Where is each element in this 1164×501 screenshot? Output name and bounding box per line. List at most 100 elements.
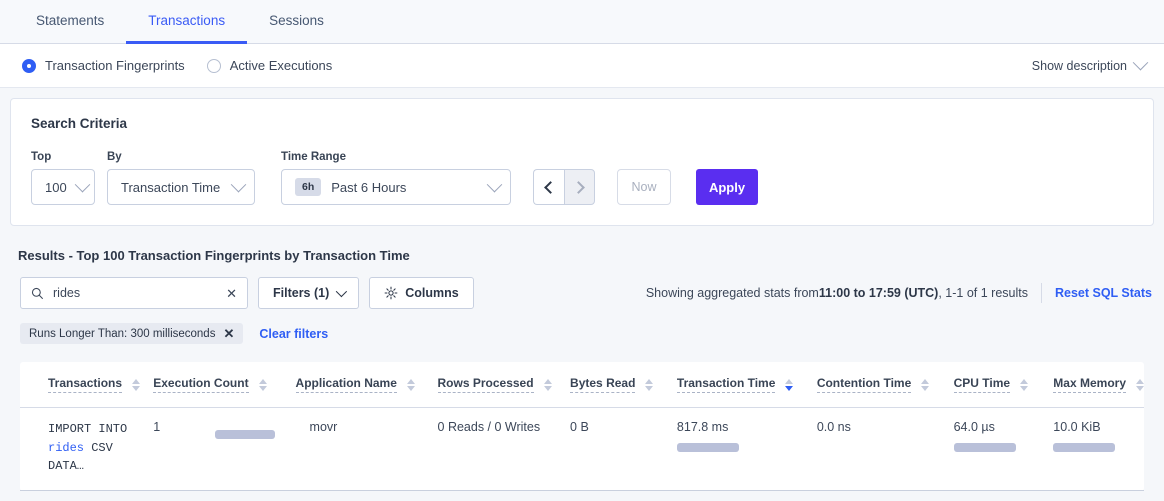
tab-sessions-label: Sessions — [269, 13, 324, 28]
active-filters-row: Runs Longer Than: 300 milliseconds ✕ Cle… — [10, 309, 1154, 344]
filter-chip-label: Runs Longer Than: 300 milliseconds — [29, 327, 216, 340]
cell-execution-count: 1 — [153, 407, 296, 491]
radio-transaction-fingerprints-label: Transaction Fingerprints — [45, 58, 185, 73]
column-header-max-memory-label[interactable]: Max Memory — [1053, 376, 1126, 393]
transaction-time-bar — [676, 443, 739, 452]
radio-transaction-fingerprints[interactable]: Transaction Fingerprints — [22, 58, 185, 73]
statement-line-2-rest: CSV DATA… — [48, 440, 113, 474]
column-header-rows-processed[interactable]: Rows Processed — [437, 362, 571, 408]
column-header-transactions[interactable]: Transactions — [20, 362, 154, 408]
column-header-transactions-label[interactable]: Transactions — [48, 376, 123, 393]
search-criteria-card: Search Criteria Top 100 By Transaction T… — [10, 98, 1154, 226]
table-header-row: Transactions Execution Count Application… — [20, 362, 1144, 408]
statement-search-match: rides — [48, 440, 85, 455]
time-next-button[interactable] — [564, 169, 595, 205]
filter-chip-runs-longer-than[interactable]: Runs Longer Than: 300 milliseconds ✕ — [20, 323, 244, 344]
cell-max-memory: 10.0 KiB — [1053, 407, 1144, 491]
search-input[interactable] — [53, 286, 218, 300]
cell-rows-processed: 0 Reads / 0 Writes — [437, 407, 571, 491]
column-header-max-memory[interactable]: Max Memory — [1053, 362, 1144, 408]
column-header-contention-time-label[interactable]: Contention Time — [816, 376, 912, 393]
column-header-execution-count[interactable]: Execution Count — [153, 362, 296, 408]
now-button[interactable]: Now — [617, 169, 671, 205]
radio-unselected-icon — [206, 58, 221, 73]
chevron-left-icon — [544, 180, 557, 194]
sort-caret-transactions[interactable] — [132, 378, 141, 391]
column-header-application-name[interactable]: Application Name — [295, 362, 438, 408]
cell-transaction-time: 817.8 ms — [676, 407, 817, 491]
application-name-value: movr — [309, 420, 338, 434]
tab-statements-label: Statements — [36, 13, 105, 28]
clear-search-icon[interactable]: ✕ — [226, 285, 237, 301]
stats-prefix: Showing aggregated stats from — [645, 286, 819, 300]
search-criteria-fields: Top 100 By Transaction Time Time Range — [31, 151, 1133, 205]
sort-caret-cpu-time[interactable] — [1020, 378, 1029, 391]
by-select-value: Transaction Time — [121, 179, 221, 195]
column-header-cpu-time[interactable]: CPU Time — [953, 362, 1054, 408]
tab-transactions[interactable]: Transactions — [126, 0, 248, 44]
table-row[interactable]: IMPORT INTO rides CSV DATA… 1 movr 0 Rea… — [20, 407, 1144, 491]
gear-icon — [384, 286, 398, 300]
sort-caret-transaction-time[interactable] — [785, 378, 794, 391]
column-header-rows-processed-label[interactable]: Rows Processed — [437, 376, 534, 393]
view-mode-row: Transaction Fingerprints Active Executio… — [0, 44, 1164, 88]
time-previous-button[interactable] — [533, 169, 564, 205]
time-range-value: Past 6 Hours — [331, 179, 407, 195]
sort-caret-execution-count[interactable] — [258, 378, 267, 391]
column-header-transaction-time[interactable]: Transaction Time — [676, 362, 817, 408]
tab-bar: Statements Transactions Sessions — [0, 0, 1164, 44]
chevron-down-icon — [74, 176, 90, 192]
sort-caret-rows-processed[interactable] — [543, 378, 552, 391]
columns-button[interactable]: Columns — [369, 277, 474, 309]
column-header-application-name-label[interactable]: Application Name — [295, 376, 397, 393]
top-field-group: Top 100 — [31, 151, 95, 205]
reset-sql-stats-link[interactable]: Reset SQL Stats — [1054, 286, 1152, 300]
time-nav-group — [533, 169, 595, 205]
search-box[interactable]: ✕ — [20, 277, 248, 309]
show-description-label: Show description — [1031, 58, 1127, 73]
bytes-read-value: 0 B — [570, 420, 589, 434]
by-select[interactable]: Transaction Time — [107, 169, 255, 205]
columns-button-label: Columns — [405, 286, 459, 300]
apply-button[interactable]: Apply — [696, 169, 758, 205]
cell-transaction-statement[interactable]: IMPORT INTO rides CSV DATA… — [20, 407, 154, 491]
column-header-contention-time[interactable]: Contention Time — [816, 362, 954, 408]
time-range-badge: 6h — [295, 178, 322, 196]
radio-active-executions[interactable]: Active Executions — [206, 58, 332, 73]
clear-filters-link[interactable]: Clear filters — [259, 326, 329, 341]
top-select[interactable]: 100 — [31, 169, 95, 205]
stats-time-range: 11:00 to 17:59 (UTC) — [818, 286, 939, 300]
sort-caret-contention-time[interactable] — [921, 378, 930, 391]
max-memory-bar — [1053, 443, 1116, 452]
by-field-label: By — [107, 151, 122, 163]
sort-caret-application-name[interactable] — [406, 378, 415, 391]
search-criteria-title: Search Criteria — [31, 116, 128, 131]
tab-transactions-label: Transactions — [148, 13, 226, 28]
table-head: Transactions Execution Count Application… — [20, 362, 1144, 408]
time-range-select[interactable]: 6h Past 6 Hours — [281, 169, 511, 205]
cpu-time-bar — [953, 443, 1016, 452]
remove-filter-icon[interactable]: ✕ — [223, 326, 235, 341]
table-body: IMPORT INTO rides CSV DATA… 1 movr 0 Rea… — [20, 407, 1144, 491]
results-stats: Showing aggregated stats from 11:00 to 1… — [646, 283, 1154, 303]
sort-caret-bytes-read[interactable] — [645, 378, 654, 391]
transaction-statement-text[interactable]: IMPORT INTO rides CSV DATA… — [48, 420, 153, 476]
time-range-field-label: Time Range — [281, 151, 346, 163]
tab-sessions[interactable]: Sessions — [247, 0, 346, 44]
results-title: Results - Top 100 Transaction Fingerprin… — [18, 248, 410, 263]
column-header-bytes-read[interactable]: Bytes Read — [570, 362, 677, 408]
column-header-cpu-time-label[interactable]: CPU Time — [953, 376, 1011, 393]
show-description-toggle[interactable]: Show description — [1031, 54, 1149, 73]
radio-selected-icon — [22, 58, 36, 73]
column-header-transaction-time-label[interactable]: Transaction Time — [676, 376, 776, 393]
search-icon — [31, 287, 44, 299]
column-header-bytes-read-label[interactable]: Bytes Read — [570, 376, 636, 393]
execution-count-value: 1 — [153, 420, 161, 434]
tab-statements[interactable]: Statements — [14, 0, 126, 44]
stats-divider — [1040, 283, 1042, 303]
sort-caret-max-memory[interactable] — [1136, 378, 1144, 391]
now-button-label: Now — [631, 180, 657, 194]
filters-button[interactable]: Filters (1) — [258, 277, 360, 309]
page-body: Search Criteria Top 100 By Transaction T… — [0, 88, 1164, 491]
column-header-execution-count-label[interactable]: Execution Count — [153, 376, 249, 393]
